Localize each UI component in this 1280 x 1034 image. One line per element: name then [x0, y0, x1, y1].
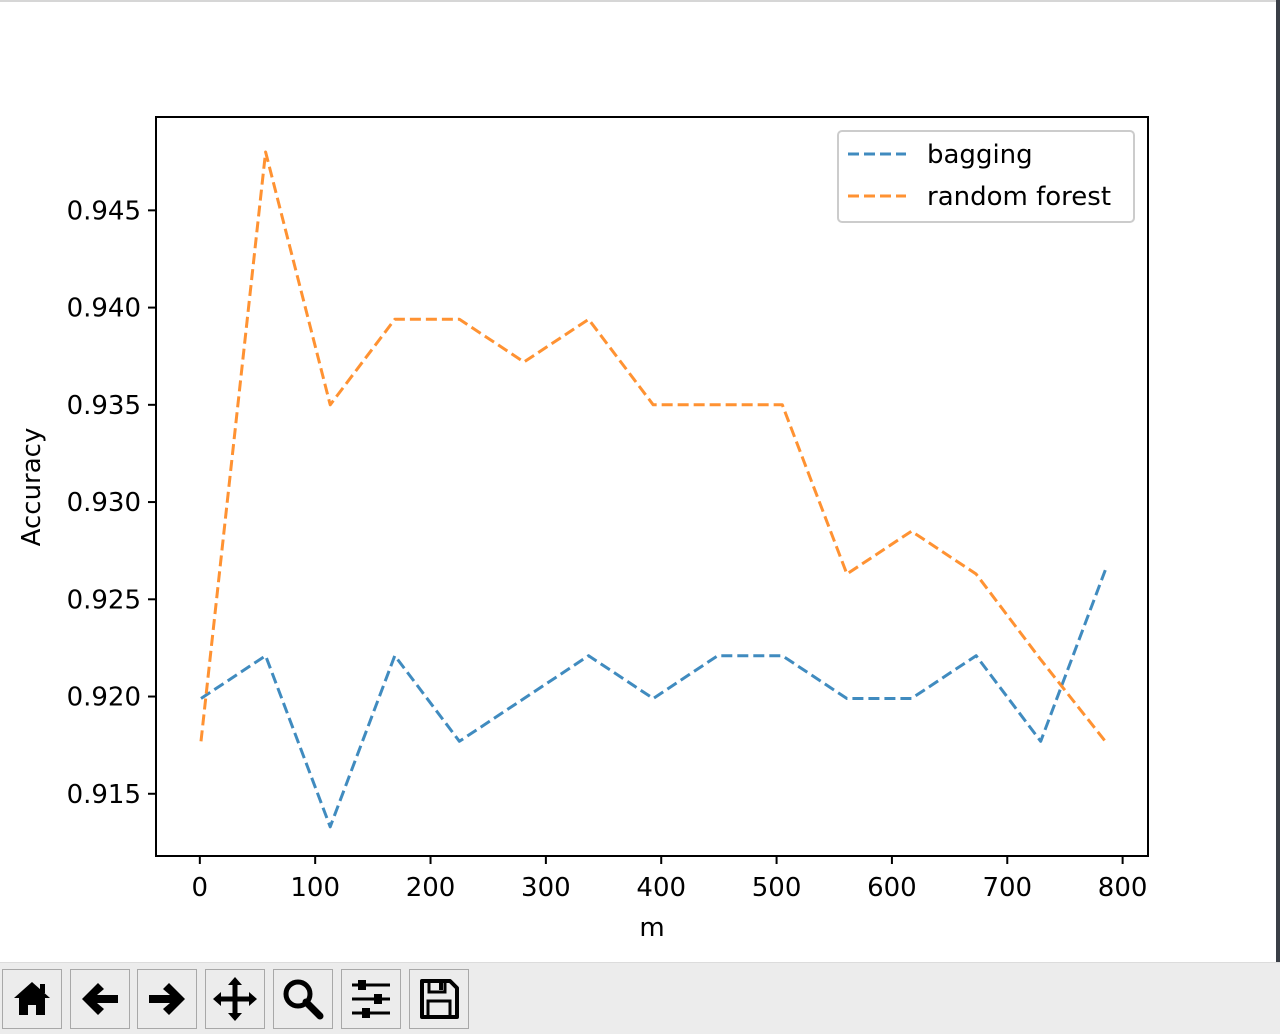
- series-lines: [199, 150, 1107, 829]
- series-line-bagging: [200, 569, 1107, 829]
- x-tick-label: 400: [636, 873, 686, 903]
- axes-frame: [155, 116, 1149, 857]
- configure-subplots-button[interactable]: [341, 969, 401, 1029]
- legend: bagging random forest: [837, 130, 1135, 223]
- x-tick-label: 0: [192, 873, 209, 903]
- y-axis-ticks: 0.915 0.920 0.925 0.930 0.935 0.940 0.945: [67, 196, 156, 810]
- arrow-right-icon: [149, 983, 185, 1015]
- y-tick-label: 0.925: [67, 585, 141, 615]
- save-button[interactable]: [409, 969, 469, 1029]
- sliders-icon: [352, 980, 390, 1018]
- y-tick-label: 0.945: [67, 196, 141, 226]
- x-axis-label: m: [639, 913, 664, 943]
- arrow-left-icon: [82, 983, 118, 1015]
- floppy-disk-icon: [420, 979, 459, 1019]
- x-tick-label: 600: [867, 873, 917, 903]
- move-icon: [213, 977, 257, 1021]
- pan-button[interactable]: [205, 969, 265, 1029]
- legend-label-bagging: bagging: [927, 140, 1033, 170]
- figure-canvas[interactable]: 0 100 200 300 400 500 600 700 800 0.915 0.920 0.92…: [0, 0, 1280, 962]
- back-button[interactable]: [70, 969, 130, 1029]
- y-tick-label: 0.915: [67, 780, 141, 810]
- x-tick-label: 100: [290, 873, 340, 903]
- home-button[interactable]: [2, 969, 62, 1029]
- x-tick-label: 200: [406, 873, 456, 903]
- background-window-edge: [1276, 0, 1280, 962]
- window-top-border: [0, 0, 1280, 2]
- x-tick-label: 500: [752, 873, 802, 903]
- y-tick-label: 0.920: [67, 683, 141, 713]
- x-tick-label: 800: [1098, 873, 1148, 903]
- y-tick-label: 0.940: [67, 294, 141, 324]
- legend-label-random-forest: random forest: [927, 182, 1111, 212]
- x-axis-ticks: 0 100 200 300 400 500 600 700 800: [192, 856, 1148, 903]
- x-tick-label: 300: [521, 873, 571, 903]
- y-tick-label: 0.930: [67, 488, 141, 518]
- series-line-random-forest: [199, 150, 1107, 743]
- home-icon: [14, 982, 50, 1015]
- plot-area: [156, 117, 1148, 856]
- y-axis-label: Accuracy: [17, 428, 47, 547]
- x-tick-label: 700: [982, 873, 1032, 903]
- legend-box: [837, 130, 1135, 223]
- magnifier-icon: [283, 979, 324, 1020]
- forward-button[interactable]: [137, 969, 197, 1029]
- y-tick-label: 0.935: [67, 391, 141, 421]
- navigation-toolbar: [0, 962, 1280, 1034]
- zoom-button[interactable]: [273, 969, 333, 1029]
